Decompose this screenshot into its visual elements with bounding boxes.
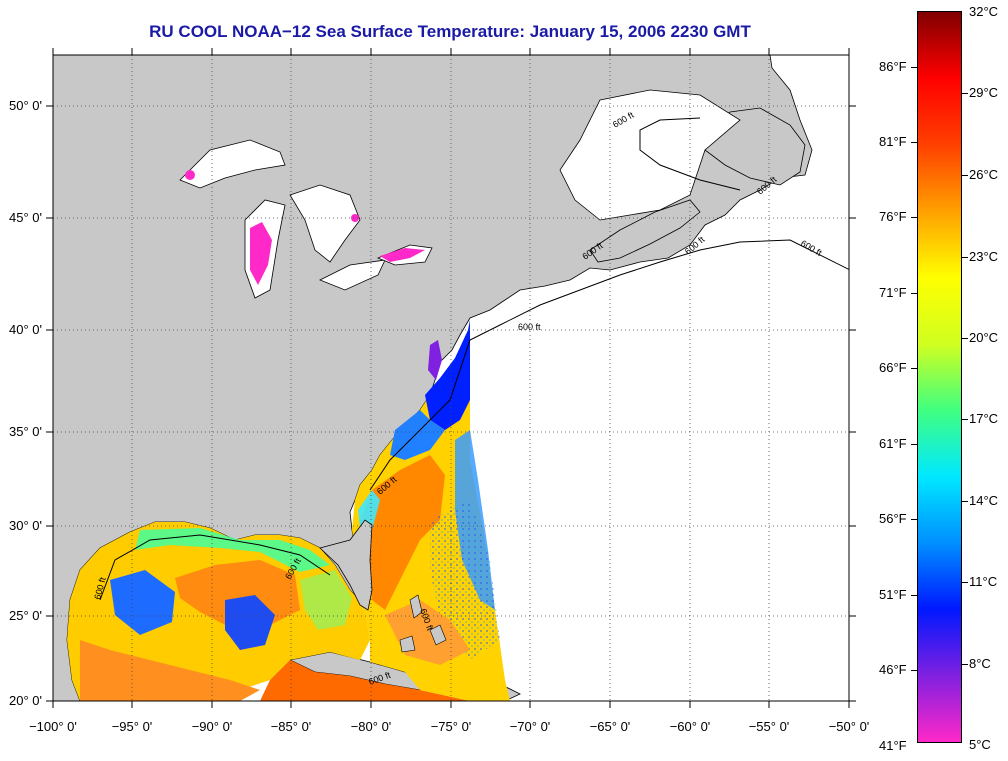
map-title: RU COOL NOAA−12 Sea Surface Temperature:… — [149, 22, 751, 41]
colorbar-celsius-label: 20°C — [969, 330, 999, 345]
sst-chesapeake — [428, 340, 442, 380]
lat-label: 45° 0' — [9, 210, 42, 225]
lon-label: −55° 0' — [748, 719, 790, 734]
colorbar-celsius-label: 8°C — [969, 656, 991, 671]
colorbar-celsius-label: 14°C — [969, 493, 999, 508]
color-scale-bar — [917, 11, 962, 743]
sst-shelf-blue — [390, 410, 445, 460]
colorbar-celsius-label: 17°C — [969, 411, 999, 426]
colorbar-fahrenheit-label: 51°F — [879, 587, 907, 602]
colorbar-tick — [911, 293, 917, 294]
sst-gulf-green — [300, 570, 352, 630]
colorbar-celsius-label: 32°C — [969, 4, 999, 19]
lake-cold-spots — [185, 170, 425, 285]
graticule — [53, 55, 849, 701]
colorbar-fahrenheit-label: 46°F — [879, 662, 907, 677]
lat-label: 50° 0' — [9, 98, 42, 113]
lon-label: −65° 0' — [589, 719, 631, 734]
isobath-600ft — [99, 117, 849, 601]
sst-gulf-shelf-cool — [135, 528, 330, 572]
sst-caribbean — [260, 660, 470, 701]
lat-label: 35° 0' — [9, 424, 42, 439]
colorbar-tick — [962, 257, 968, 258]
lat-label: 30° 0' — [9, 518, 42, 533]
colorbar-tick — [911, 444, 917, 445]
lat-label: 40° 0' — [9, 322, 42, 337]
sst-yucatan — [80, 640, 260, 701]
colorbar-celsius-label: 29°C — [969, 85, 999, 100]
colorbar-fahrenheit-label: 86°F — [879, 59, 907, 74]
colorbar-fahrenheit-label: 41°F — [879, 738, 907, 753]
colorbar-tick — [962, 338, 968, 339]
sst-midatlantic-cold — [425, 320, 470, 430]
axis-ticks — [46, 48, 856, 708]
lon-label: −90° 0' — [191, 719, 233, 734]
colorbar-fahrenheit-label: 81°F — [879, 134, 907, 149]
colorbar-fahrenheit-label: 56°F — [879, 511, 907, 526]
land-florida — [319, 519, 373, 611]
isobath-label: 600 ft — [518, 322, 541, 332]
colorbar-fahrenheit-label: 66°F — [879, 360, 907, 375]
colorbar-tick — [911, 595, 917, 596]
lon-label: −100° 0' — [29, 719, 77, 734]
colorbar-tick — [911, 142, 917, 143]
land-bahamas — [399, 594, 447, 653]
lon-label: −70° 0' — [509, 719, 551, 734]
colorbar-celsius-label: 26°C — [969, 167, 999, 182]
colorbar-tick — [962, 664, 968, 665]
colorbar-tick — [911, 67, 917, 68]
colorbar-fahrenheit-label: 76°F — [879, 209, 907, 224]
lon-label: −80° 0' — [350, 719, 392, 734]
colorbar-tick — [911, 217, 917, 218]
lon-label: −85° 0' — [270, 719, 312, 734]
colorbar-tick — [962, 419, 968, 420]
lon-label: −95° 0' — [111, 719, 153, 734]
colorbar-tick — [911, 670, 917, 671]
sst-atlantic-orange — [360, 455, 445, 610]
lat-label: 25° 0' — [9, 608, 42, 623]
colorbar-celsius-label: 5°C — [969, 737, 991, 752]
colorbar-tick — [962, 582, 968, 583]
colorbar-tick — [962, 93, 968, 94]
colorbar-tick — [911, 368, 917, 369]
colorbar-tick — [962, 175, 968, 176]
lon-label: −60° 0' — [669, 719, 711, 734]
colorbar-celsius-label: 23°C — [969, 249, 999, 264]
lat-label: 20° 0' — [9, 693, 42, 708]
colorbar-celsius-label: 11°C — [969, 574, 998, 589]
colorbar-fahrenheit-label: 71°F — [879, 285, 907, 300]
lon-label: −50° 0' — [828, 719, 870, 734]
sst-gulf-cool-2 — [225, 595, 275, 650]
colorbar-fahrenheit-label: 61°F — [879, 436, 907, 451]
lon-label: −75° 0' — [430, 719, 472, 734]
sst-gulf-cool-1 — [110, 570, 175, 635]
gulf-st-lawrence — [559, 89, 741, 221]
colorbar-tick — [911, 519, 917, 520]
colorbar-tick — [962, 501, 968, 502]
